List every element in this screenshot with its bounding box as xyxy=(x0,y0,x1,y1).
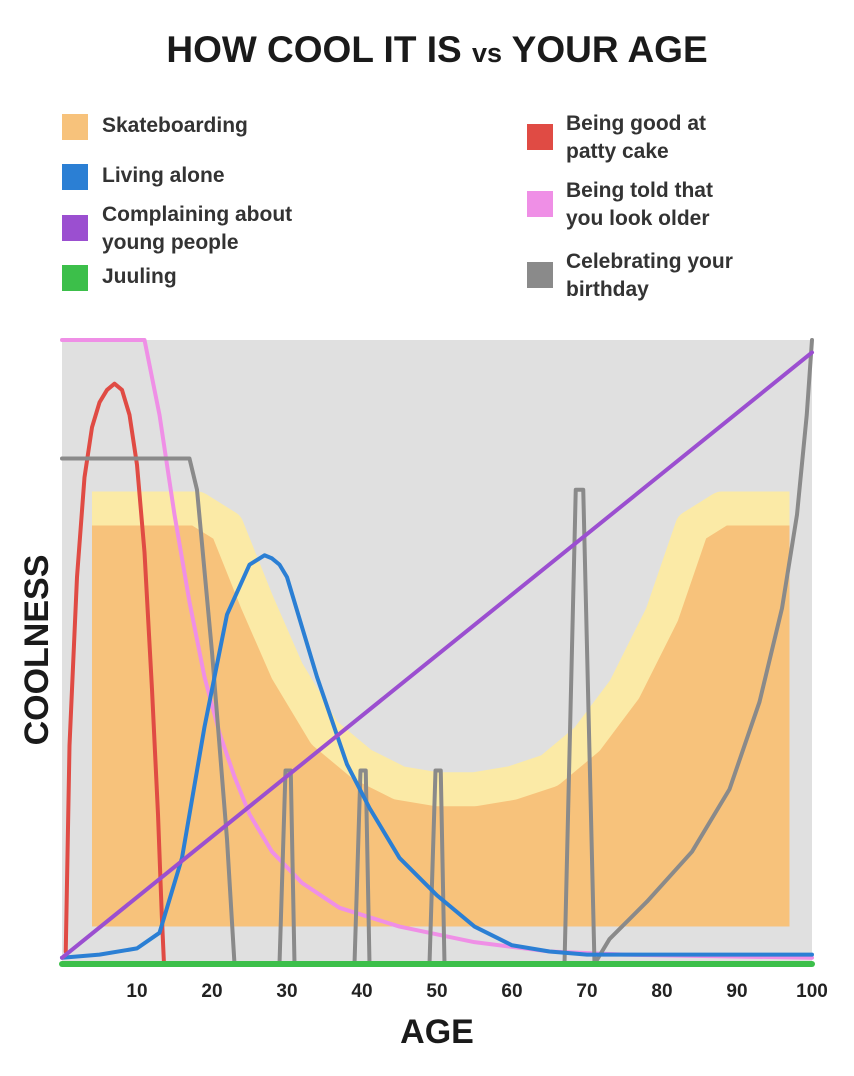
legend-swatch-living_alone xyxy=(62,164,88,190)
series-complaining-line xyxy=(60,350,814,960)
series-skateboarding-highlight xyxy=(92,491,790,807)
chart-title-vs: vs xyxy=(472,38,502,68)
x-axis-ticks: 10 20 30 40 50 60 70 80 90 100 xyxy=(126,981,827,1002)
x-tick-label: 70 xyxy=(576,981,597,1002)
x-axis-label: AGE xyxy=(400,1013,474,1051)
chart-title-end: YOUR AGE xyxy=(512,29,708,70)
x-tick-label: 80 xyxy=(651,981,672,1002)
legend-swatch-juuling xyxy=(62,265,88,291)
x-tick-label: 90 xyxy=(726,981,747,1002)
legend-label-birthday: Celebrating your xyxy=(566,250,733,273)
legend-item-complaining: Complaining about young people xyxy=(62,203,292,254)
legend-swatch-skateboarding xyxy=(62,114,88,140)
series-skateboarding-band xyxy=(92,508,790,927)
legend-label-patty_cake: Being good at xyxy=(566,112,706,135)
x-tick-label: 10 xyxy=(126,981,147,1002)
legend-item-juuling: Juuling xyxy=(62,265,177,291)
legend-label-complaining: young people xyxy=(102,231,239,254)
x-tick-label: 60 xyxy=(501,981,522,1002)
legend-swatch-birthday xyxy=(527,262,553,288)
legend-item-patty_cake: Being good at patty cake xyxy=(527,112,706,163)
legend-label-complaining: Complaining about xyxy=(102,203,292,226)
series-living_alone-line xyxy=(60,553,814,960)
legend-label-patty_cake: patty cake xyxy=(566,140,669,163)
legend-label-living_alone: Living alone xyxy=(102,164,225,187)
legend-item-skateboarding: Skateboarding xyxy=(62,114,248,140)
legend-label-told_older: you look older xyxy=(566,207,710,230)
legend-label-told_older: Being told that xyxy=(566,179,713,202)
x-tick-label: 20 xyxy=(201,981,222,1002)
legend-label-skateboarding: Skateboarding xyxy=(102,114,248,137)
x-tick-label: 30 xyxy=(276,981,297,1002)
chart-title: HOW COOL IT IS vs YOUR AGE xyxy=(166,29,707,70)
x-tick-label: 100 xyxy=(796,981,828,1002)
legend: Skateboarding Living alone Complaining abo… xyxy=(62,112,733,301)
plot-area xyxy=(59,338,815,967)
series-patty_cake-line xyxy=(63,381,166,966)
chart-title-main: HOW COOL IT IS xyxy=(166,29,461,70)
legend-label-birthday: birthday xyxy=(566,278,649,301)
legend-item-living_alone: Living alone xyxy=(62,164,225,190)
series-told_older-line xyxy=(60,338,814,960)
legend-label-juuling: Juuling xyxy=(102,265,177,288)
y-axis-label: COOLNESS xyxy=(18,555,56,746)
x-tick-label: 40 xyxy=(351,981,372,1002)
legend-swatch-complaining xyxy=(62,215,88,241)
legend-swatch-told_older xyxy=(527,191,553,217)
legend-swatch-patty_cake xyxy=(527,124,553,150)
legend-item-birthday: Celebrating your birthday xyxy=(527,250,733,301)
legend-item-told_older: Being told that you look older xyxy=(527,179,713,230)
x-tick-label: 50 xyxy=(426,981,447,1002)
